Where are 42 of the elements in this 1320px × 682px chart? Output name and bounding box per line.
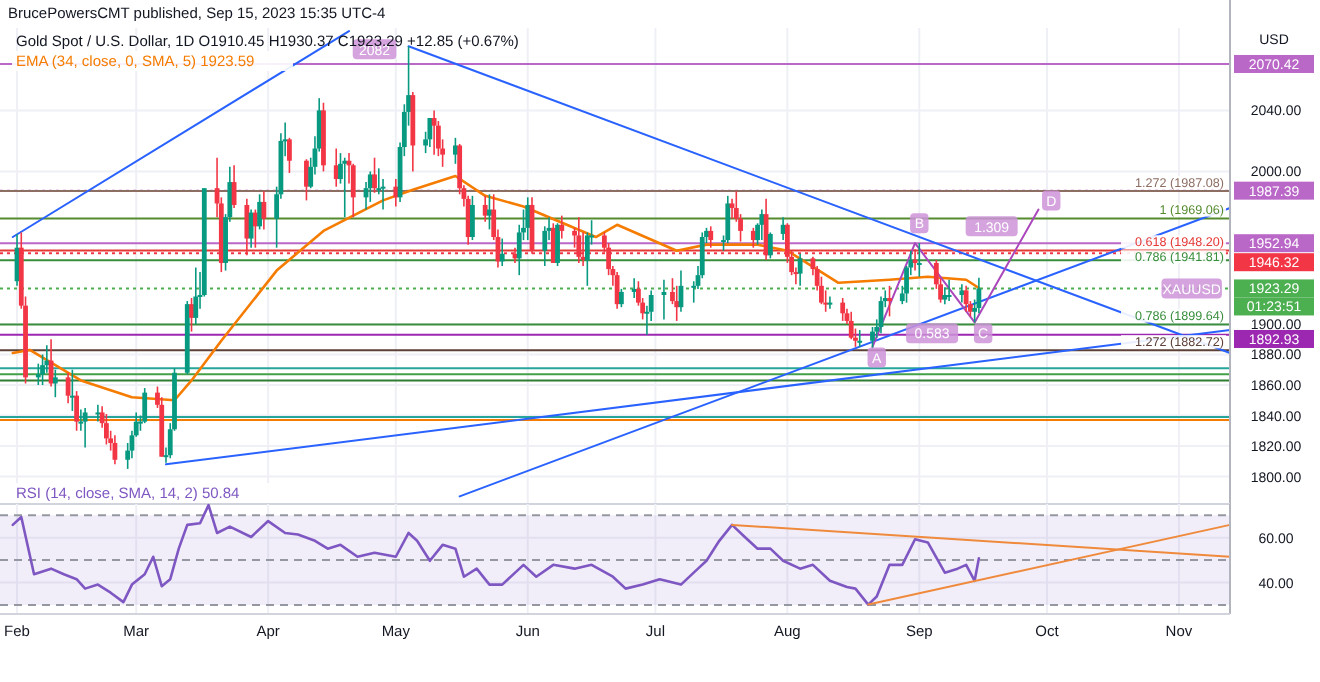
candlestick [287,137,292,174]
candlestick [482,195,488,223]
candlestick [525,196,531,241]
candlestick [248,208,254,249]
candlestick [959,283,965,304]
candlestick [342,156,348,218]
candlestick [559,214,565,240]
candlestick [857,329,863,348]
candlestick [95,404,101,423]
candlestick [193,266,199,325]
candlestick [453,137,458,165]
candlestick [618,288,624,308]
candlestick [759,208,765,241]
candlestick [870,326,875,350]
candlestick [82,407,88,449]
candlestick [614,271,620,310]
candlestick [887,285,892,318]
candlestick [499,237,505,267]
candlestick [708,225,714,249]
candlestick [104,413,109,446]
candlestick [674,285,680,322]
candlestick [963,285,969,313]
candlestick [542,225,548,267]
candlestick [470,195,475,241]
line-series [11,503,981,606]
candlestick [729,198,735,220]
candlestick [840,297,846,322]
candlestick [555,222,560,267]
candlestick [372,156,377,194]
candlestick [848,310,854,341]
candlestick [393,178,399,208]
candlestick [767,231,773,260]
candlestick [40,353,45,386]
candlestick [261,190,267,231]
candlestick [427,117,433,148]
candlestick [52,368,58,399]
candlestick [35,362,41,386]
candlestick [946,278,952,302]
candlestick [725,195,731,244]
candlestick [976,276,982,315]
candlestick [431,109,437,156]
candlestick [142,387,148,424]
